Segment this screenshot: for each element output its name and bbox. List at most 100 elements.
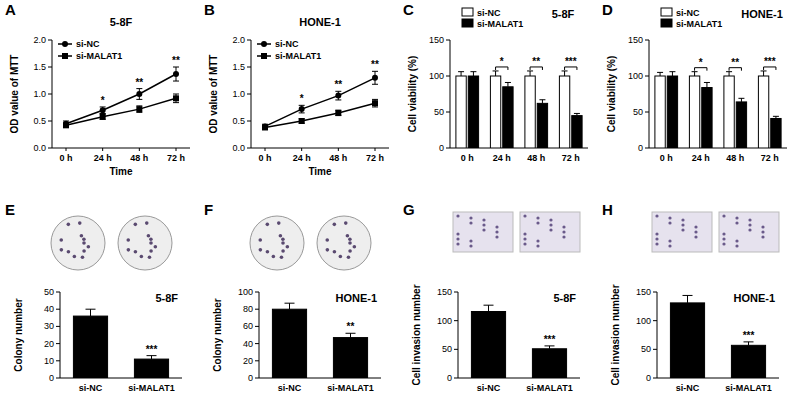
legend-label: si-MALAT1 [275, 51, 321, 61]
colony-dot [149, 237, 153, 241]
colony-dot [347, 256, 351, 260]
x-tick-label: 48 h [130, 153, 148, 163]
y-axis [450, 40, 451, 148]
error-cap [136, 99, 142, 100]
panel-letter: H [602, 201, 613, 218]
y-tick-label: 0.5 [33, 116, 46, 126]
cell-dot [495, 230, 498, 233]
panel: E01020304050Colony number5-8Fsi-NCsi-MAL… [5, 201, 182, 393]
x-axis [52, 148, 190, 149]
y-tick-label: 50 [44, 287, 54, 297]
panel-letter: B [204, 1, 215, 18]
y-tick [247, 94, 251, 95]
error-cap [773, 116, 779, 117]
y-tick [48, 94, 52, 95]
marks [655, 71, 781, 148]
x-axis-label: Time [109, 166, 133, 177]
panel: B0.00.51.01.52.0OD value of MTTHONE-10 h… [204, 1, 389, 177]
dish-image [51, 216, 105, 270]
bar [456, 76, 466, 148]
cell-dot [748, 223, 751, 226]
error-cap [173, 94, 179, 95]
cell-dot [668, 216, 671, 219]
marker [372, 75, 378, 81]
error-cap [574, 113, 580, 114]
y-tick [247, 148, 251, 149]
y-axis-label: Cell invasion number [610, 284, 621, 385]
cell-dot [735, 244, 738, 247]
colony-dot [82, 249, 86, 253]
y-tick-label: 10 [44, 356, 54, 366]
marker [299, 118, 305, 124]
colony-dot [279, 234, 283, 238]
y-tick [645, 76, 649, 77]
y-tick [255, 360, 259, 361]
y-tick-label: 2.0 [33, 35, 46, 45]
dish-image [118, 216, 172, 270]
invasion-image [520, 212, 580, 252]
y-tick [255, 292, 259, 293]
colony-dot [325, 238, 329, 242]
colony-dot [281, 241, 285, 245]
x-tick-label: 24 h [94, 153, 112, 163]
colony-dot [78, 221, 82, 225]
error-cap [173, 102, 179, 103]
x-tick-label: 0 h [461, 153, 474, 163]
chart-title: 5-8F [155, 292, 178, 304]
error-cap [692, 71, 698, 72]
legend-label: si-MALAT1 [76, 51, 122, 61]
x-tick-label: 72 h [366, 153, 384, 163]
y-tick-label: 40 [44, 304, 54, 314]
significance: ** [731, 57, 739, 68]
cell-dot [469, 244, 472, 247]
y-tick-label: 1.0 [33, 89, 46, 99]
error-cap [173, 67, 179, 68]
colony-dot [281, 249, 285, 253]
marks [456, 71, 582, 148]
cell-dot [536, 216, 539, 219]
significance: *** [764, 56, 776, 67]
cell-dot [761, 235, 764, 238]
error-cap [372, 84, 378, 85]
y-tick-label: 40 [243, 339, 253, 349]
y-tick-label: 1.5 [232, 62, 245, 72]
colony-dot [145, 221, 149, 225]
bar [667, 76, 677, 148]
y-tick-label: 150 [628, 35, 643, 45]
error-bar [151, 356, 152, 359]
colony-dot [80, 234, 84, 238]
y-tick [48, 67, 52, 68]
error-cap [136, 88, 142, 89]
y-tick-label: 50 [434, 107, 444, 117]
cell-dot [655, 242, 658, 245]
cell-dot [482, 218, 485, 221]
y-tick-label: 100 [238, 287, 253, 297]
x-tick [301, 148, 302, 151]
bar [134, 359, 168, 378]
legend-label: si-MALAT1 [477, 19, 523, 29]
y-tick [653, 320, 657, 321]
chart-title: 5-8F [553, 292, 576, 304]
y-tick [255, 309, 259, 310]
y-tick-label: 30 [44, 321, 54, 331]
legend-swatch [462, 8, 473, 16]
colony-dot [326, 248, 330, 252]
significance-bracket [496, 67, 508, 70]
colony-dot [87, 245, 91, 249]
colony-dot [333, 223, 337, 227]
x-tick-label: 24 h [293, 153, 311, 163]
error-cap [744, 341, 754, 342]
bar [73, 316, 107, 378]
panel-letter: C [403, 1, 414, 18]
x-tick-label: si-NC [278, 383, 302, 393]
x-tick-label: si-MALAT1 [526, 383, 572, 393]
cell-dot [549, 223, 552, 226]
y-tick [645, 148, 649, 149]
cell-dot [668, 221, 671, 224]
colony-dot [134, 223, 138, 227]
significance: *** [146, 344, 158, 355]
significance-bracket [764, 67, 776, 70]
cell-dot [482, 223, 485, 226]
y-tick [56, 309, 60, 310]
significance-bracket [565, 67, 577, 70]
